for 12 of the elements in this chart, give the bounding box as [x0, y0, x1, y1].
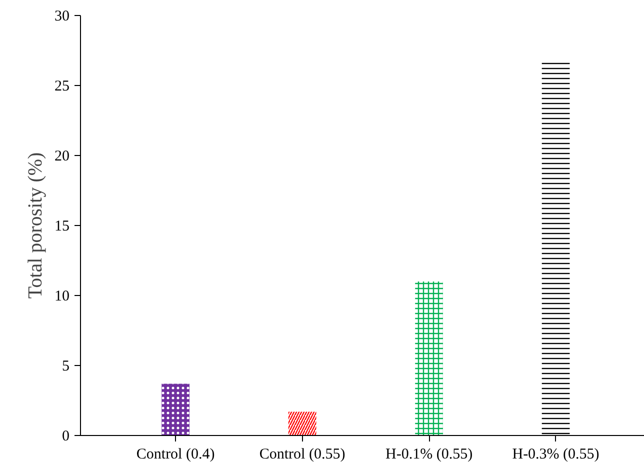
y-tick-label: 10: [54, 288, 70, 304]
y-tick-label: 30: [54, 8, 70, 24]
y-tick-label: 5: [62, 358, 70, 374]
x-tick-label: H-0.1% (0.55): [386, 446, 473, 462]
x-tick-label: H-0.3% (0.55): [512, 446, 600, 462]
y-axis-title: Total porosity (%): [24, 152, 46, 299]
x-tick-label: Control (0.55): [259, 446, 346, 462]
y-tick-label: 15: [54, 218, 70, 234]
y-tick-label: 25: [54, 78, 70, 94]
x-tick-label: Control (0.4): [136, 446, 215, 462]
y-tick-label: 20: [54, 148, 70, 164]
y-tick-label: 0: [62, 428, 70, 444]
